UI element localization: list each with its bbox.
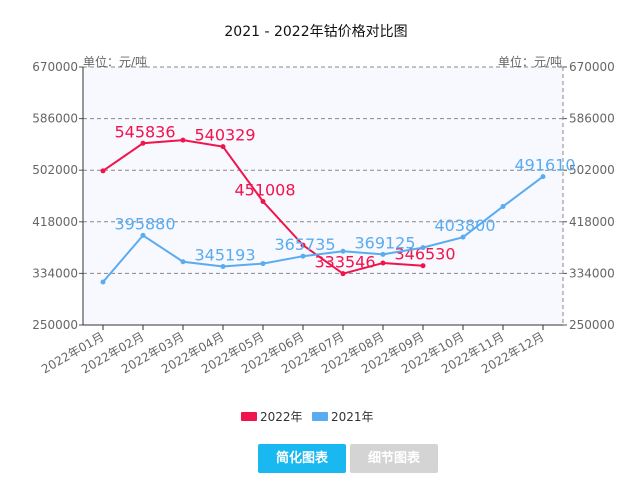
- data-label-1: 395880: [114, 214, 175, 233]
- data-point-1: [100, 279, 106, 285]
- series-line-1: [102, 175, 544, 283]
- data-point-1: [540, 174, 546, 180]
- y-tick-label-right: 250000: [569, 318, 615, 332]
- data-label-0: 333546: [314, 253, 375, 272]
- y-tick-label-left: 418000: [32, 215, 78, 229]
- data-label-0: 545836: [114, 122, 175, 141]
- data-point-0: [140, 140, 146, 146]
- y-tick-label-left: 586000: [32, 112, 78, 126]
- y-tick-label-right: 334000: [569, 266, 615, 280]
- data-point-1: [220, 264, 226, 270]
- data-label-1: 491610: [514, 156, 575, 175]
- data-point-0: [420, 263, 426, 269]
- unit-label-right: 单位：元/吨: [498, 54, 562, 69]
- data-label-1: 365735: [274, 235, 335, 254]
- data-label-0: 540329: [194, 126, 255, 145]
- data-point-0: [340, 271, 346, 277]
- y-tick-label-left: 502000: [32, 163, 78, 177]
- legend-swatch-1: [312, 412, 328, 421]
- data-point-1: [300, 253, 306, 259]
- data-point-0: [220, 144, 226, 150]
- data-point-1: [260, 261, 266, 267]
- data-point-1: [380, 251, 386, 257]
- simple-chart-button[interactable]: 简化图表: [258, 444, 346, 473]
- unit-label-left: 单位：元/吨: [83, 54, 147, 69]
- detail-chart-button[interactable]: 细节图表: [350, 444, 438, 473]
- y-tick-label-right: 418000: [569, 215, 615, 229]
- data-point-1: [340, 248, 346, 254]
- chart-title: 2021 - 2022年钴价格对比图: [224, 24, 407, 40]
- legend-label-1: 2021年: [331, 410, 374, 424]
- data-point-0: [100, 168, 106, 174]
- y-tick-label-left: 334000: [32, 266, 78, 280]
- legend-label-0: 2022年: [260, 410, 303, 424]
- legend-swatch-0: [241, 412, 257, 421]
- data-point-0: [260, 199, 266, 205]
- data-point-0: [300, 242, 306, 248]
- data-point-0: [180, 137, 186, 143]
- data-point-1: [180, 259, 186, 265]
- y-tick-label-right: 670000: [569, 60, 615, 74]
- data-point-1: [460, 234, 466, 240]
- y-tick-label-right: 502000: [569, 163, 615, 177]
- data-label-0: 451008: [234, 181, 295, 200]
- data-point-1: [420, 245, 426, 251]
- data-label-1: 369125: [354, 233, 415, 252]
- plot-background: [83, 67, 563, 325]
- legend[interactable]: 2022年 2021年: [241, 410, 374, 424]
- data-point-1: [500, 203, 506, 209]
- y-tick-label-right: 586000: [569, 112, 615, 126]
- data-label-1: 403800: [434, 216, 495, 235]
- data-point-1: [140, 232, 146, 238]
- data-label-1: 345193: [194, 246, 255, 265]
- data-point-0: [380, 260, 386, 266]
- y-tick-label-left: 250000: [32, 318, 78, 332]
- y-tick-label-left: 670000: [32, 60, 78, 74]
